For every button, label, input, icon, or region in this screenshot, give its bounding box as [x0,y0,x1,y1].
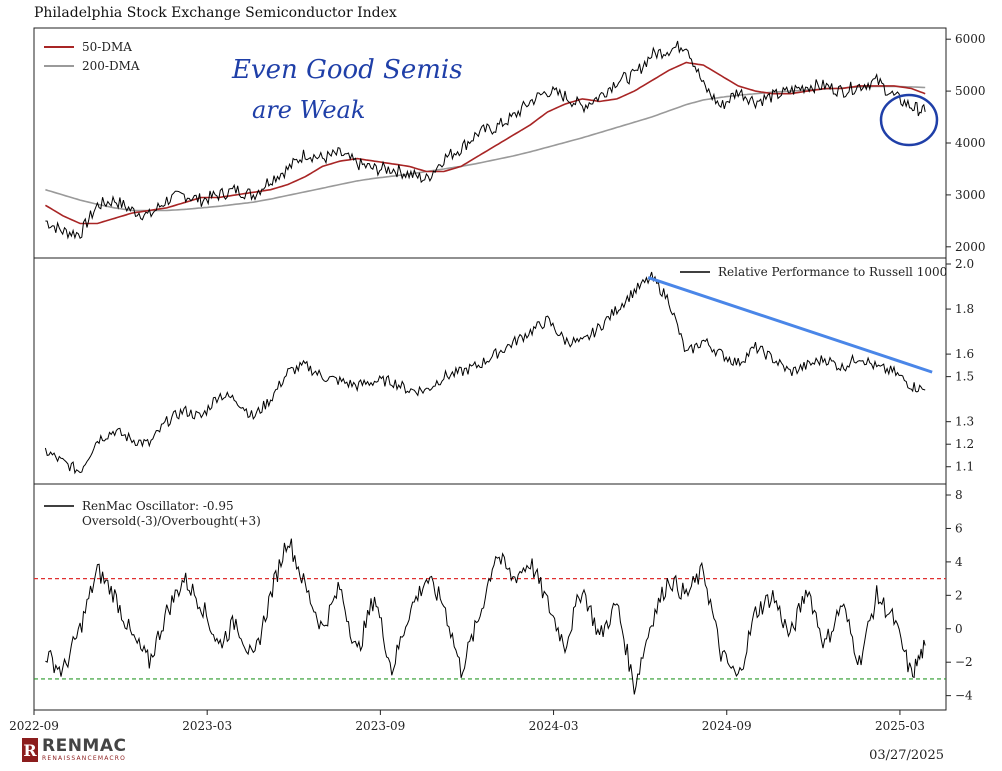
annotation-circle [879,93,939,147]
osc-y-tick-label: −2 [955,655,973,669]
rel-y-tick-label: 1.5 [955,370,974,384]
rel-y-tick-label: 2.0 [955,257,974,271]
osc-y-tick-label: 6 [955,521,963,535]
legend-label-oscillator: RenMac Oscillator: -0.95 [82,499,234,513]
rel-y-tick-label: 1.8 [955,302,974,316]
osc-y-tick-label: 2 [955,588,963,602]
osc-y-tick-label: 0 [955,622,963,636]
rel-y-tick-label: 1.6 [955,347,974,361]
logo-main-text: RENMAC [42,736,127,756]
legend-label-dma200: 200-DMA [82,59,140,73]
rel-y-tick-label: 1.1 [955,460,974,474]
trendline [647,276,933,374]
rel-y-tick-label: 1.2 [955,437,974,451]
logo-mark-icon: R [22,738,38,762]
x-tick-label: 2025-03 [875,719,925,733]
dma200-line [45,85,926,212]
price-y-tick-label: 2000 [955,240,986,254]
x-tick-label: 2023-03 [182,719,232,733]
osc-y-tick-label: 4 [955,555,963,569]
rel-y-tick-label: 1.3 [955,415,974,429]
osc-y-tick-label: −4 [955,689,973,703]
annotation-line-2: are Weak [252,96,365,124]
relative-performance-line [44,271,926,475]
logo-sub-text: RENAISSANCEMACRO [42,755,127,762]
price-y-tick-label: 6000 [955,32,986,46]
legend-label-relative: Relative Performance to Russell 1000 [718,265,947,279]
panel-frame-1 [33,27,947,259]
price-line [45,40,926,240]
panel-frame-2 [33,257,947,485]
date-stamp: 03/27/2025 [869,748,944,763]
annotation-line-1: Even Good Semis [231,55,463,85]
price-y-tick-label: 3000 [955,188,986,202]
x-tick-label: 2024-03 [529,719,579,733]
osc-y-tick-label: 8 [955,488,963,502]
x-tick-label: 2024-09 [702,719,752,733]
x-tick-label: 2022-09 [9,719,59,733]
chart-title: Philadelphia Stock Exchange Semiconducto… [34,5,397,21]
renmac-logo: R RENMAC RENAISSANCEMACRO [22,738,126,762]
oscillator-line [45,538,926,695]
price-y-tick-label: 4000 [955,136,986,150]
x-tick-label: 2023-09 [355,719,405,733]
price-y-tick-label: 5000 [955,84,986,98]
dma50-line [44,61,926,225]
chart-panels: 2000 3000 4000 5000 6000 50-DMA 200-DMA Even Go… [9,27,986,733]
legend-label-thresholds: Oversold(-3)/Overbought(+3) [82,514,261,528]
legend-label-dma50: 50-DMA [82,40,132,54]
